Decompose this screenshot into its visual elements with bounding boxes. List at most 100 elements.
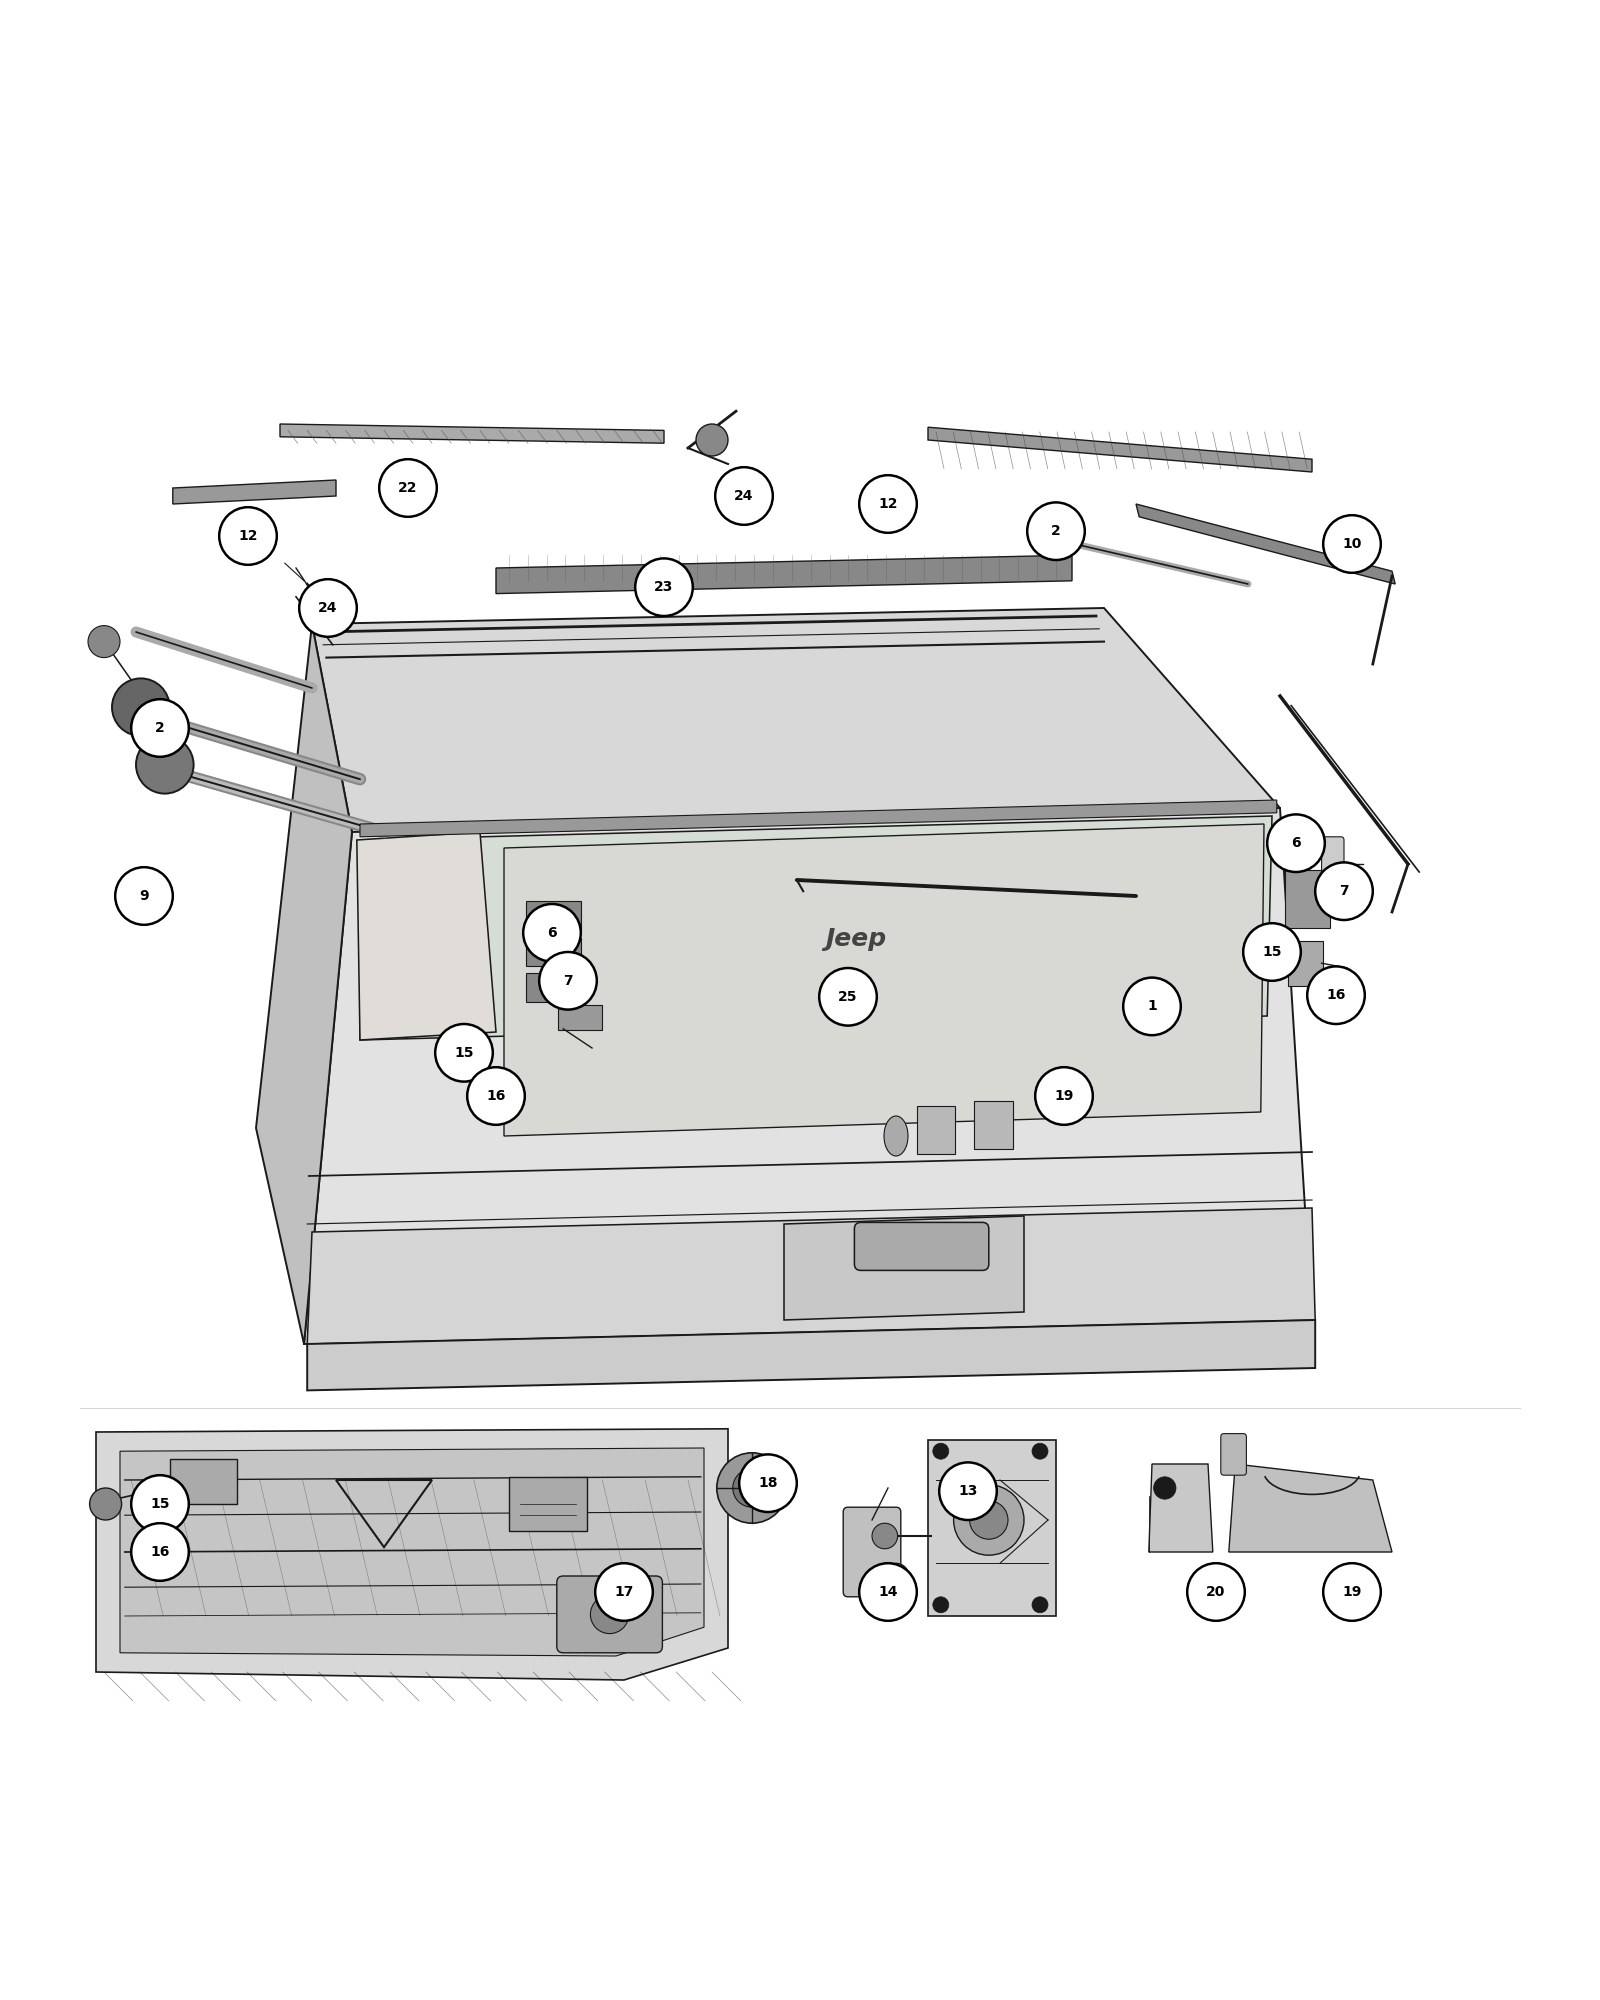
Circle shape — [1035, 1068, 1093, 1124]
FancyBboxPatch shape — [1288, 940, 1323, 986]
Circle shape — [635, 558, 693, 616]
Text: 12: 12 — [238, 528, 258, 542]
FancyBboxPatch shape — [1285, 870, 1330, 928]
Circle shape — [304, 596, 336, 628]
Text: 16: 16 — [150, 1544, 170, 1560]
Circle shape — [136, 736, 194, 794]
Circle shape — [1032, 1596, 1048, 1612]
Circle shape — [379, 460, 437, 516]
Polygon shape — [304, 808, 1312, 1344]
Circle shape — [467, 1068, 525, 1124]
Polygon shape — [360, 800, 1277, 836]
Circle shape — [435, 1024, 493, 1082]
FancyBboxPatch shape — [526, 938, 581, 966]
Circle shape — [219, 508, 277, 564]
FancyBboxPatch shape — [843, 1508, 901, 1596]
Text: 22: 22 — [398, 480, 418, 494]
Text: 23: 23 — [654, 580, 674, 594]
Circle shape — [112, 678, 170, 736]
Polygon shape — [928, 1440, 1056, 1616]
Circle shape — [939, 1462, 997, 1520]
Text: 25: 25 — [838, 990, 858, 1004]
Text: 12: 12 — [878, 496, 898, 510]
Circle shape — [717, 1452, 787, 1524]
Circle shape — [1027, 502, 1085, 560]
Circle shape — [1243, 924, 1301, 980]
Polygon shape — [1229, 1464, 1392, 1552]
FancyBboxPatch shape — [1221, 1434, 1246, 1476]
FancyBboxPatch shape — [557, 1576, 662, 1652]
Text: 7: 7 — [563, 974, 573, 988]
Text: 16: 16 — [1326, 988, 1346, 1002]
Polygon shape — [280, 424, 664, 444]
Circle shape — [933, 1596, 949, 1612]
Polygon shape — [256, 624, 352, 1344]
Polygon shape — [1136, 504, 1395, 584]
Text: 19: 19 — [1054, 1088, 1074, 1104]
Circle shape — [739, 1454, 797, 1512]
Text: 13: 13 — [958, 1484, 978, 1498]
Circle shape — [883, 1564, 909, 1588]
FancyBboxPatch shape — [526, 972, 581, 1002]
Text: 18: 18 — [758, 1476, 778, 1490]
Text: 24: 24 — [318, 600, 338, 616]
Text: 9: 9 — [139, 890, 149, 904]
Circle shape — [715, 468, 773, 524]
Text: 24: 24 — [734, 488, 754, 502]
FancyBboxPatch shape — [917, 1106, 955, 1154]
Circle shape — [954, 1484, 1024, 1556]
Text: 15: 15 — [1262, 946, 1282, 960]
Text: 20: 20 — [1206, 1584, 1226, 1600]
Polygon shape — [96, 1428, 728, 1680]
Text: 19: 19 — [1342, 1584, 1362, 1600]
Polygon shape — [496, 556, 1072, 594]
Polygon shape — [784, 1216, 1024, 1320]
FancyBboxPatch shape — [509, 1476, 587, 1532]
FancyBboxPatch shape — [1322, 836, 1344, 892]
Circle shape — [1267, 814, 1325, 872]
Text: 15: 15 — [454, 1046, 474, 1060]
Circle shape — [1315, 862, 1373, 920]
Text: 2: 2 — [155, 720, 165, 734]
Text: 14: 14 — [878, 1584, 898, 1600]
Circle shape — [523, 904, 581, 962]
FancyBboxPatch shape — [526, 900, 581, 930]
Circle shape — [819, 968, 877, 1026]
Text: 7: 7 — [1339, 884, 1349, 898]
Polygon shape — [120, 1448, 704, 1656]
Circle shape — [1123, 978, 1181, 1036]
Text: 1: 1 — [1147, 1000, 1157, 1014]
Circle shape — [595, 1564, 653, 1620]
Circle shape — [131, 700, 189, 756]
Circle shape — [131, 1476, 189, 1532]
Text: 10: 10 — [1342, 536, 1362, 550]
Circle shape — [1323, 516, 1381, 572]
Circle shape — [859, 1564, 917, 1620]
Text: 6: 6 — [1291, 836, 1301, 850]
Polygon shape — [360, 816, 1272, 1040]
Text: 15: 15 — [150, 1496, 170, 1512]
Circle shape — [733, 1468, 771, 1508]
Circle shape — [933, 1444, 949, 1460]
Text: Jeep: Jeep — [826, 928, 886, 952]
Circle shape — [539, 952, 597, 1010]
Text: 2: 2 — [1051, 524, 1061, 538]
Circle shape — [872, 1524, 898, 1548]
Circle shape — [859, 476, 917, 532]
FancyBboxPatch shape — [974, 1100, 1013, 1148]
Circle shape — [1032, 1444, 1048, 1460]
Circle shape — [90, 1488, 122, 1520]
Circle shape — [590, 1596, 629, 1634]
Polygon shape — [357, 832, 496, 1040]
Circle shape — [696, 424, 728, 456]
Polygon shape — [307, 1208, 1315, 1344]
Circle shape — [115, 868, 173, 924]
Circle shape — [1187, 1564, 1245, 1620]
Polygon shape — [307, 1320, 1315, 1390]
Circle shape — [1323, 1564, 1381, 1620]
Circle shape — [970, 1500, 1008, 1540]
Circle shape — [88, 626, 120, 658]
Text: 6: 6 — [547, 926, 557, 940]
Circle shape — [1154, 1476, 1176, 1500]
Polygon shape — [173, 480, 336, 504]
